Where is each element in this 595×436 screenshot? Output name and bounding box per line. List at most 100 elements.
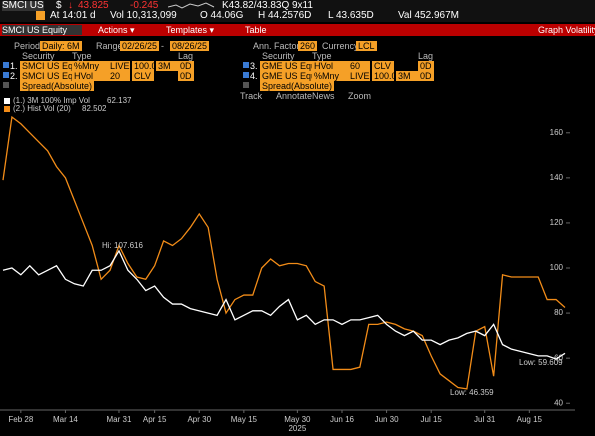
currency: $: [56, 0, 62, 11]
label: Currency: [322, 41, 359, 51]
input[interactable]: 3M: [156, 61, 178, 71]
input[interactable]: HVol: [312, 61, 350, 71]
input[interactable]: 0D: [178, 61, 194, 71]
input[interactable]: 0D: [418, 61, 434, 71]
sparkline: [168, 2, 215, 9]
y-tick-label: 100: [550, 263, 564, 272]
legend-label: (1.) 3M 100% Imp Vol: [13, 96, 90, 105]
menu-item[interactable]: SMCI US Equity: [2, 25, 82, 35]
row-number: 2.: [10, 71, 18, 81]
input[interactable]: 100.0: [372, 71, 397, 81]
icon: [36, 11, 45, 20]
input[interactable]: GME US Equity: [260, 71, 326, 81]
volume: Vol 10,313,099: [110, 10, 177, 21]
input[interactable]: SMCI US Equity: [20, 61, 88, 71]
input[interactable]: Spread(Absolute): [260, 81, 334, 91]
column-header: Type: [312, 51, 332, 61]
value: Val 452.967M: [398, 10, 459, 21]
series-line: [2, 249, 566, 360]
input[interactable]: Spread(Absolute): [20, 81, 94, 91]
x-tick-label: Aug 15: [517, 415, 543, 424]
toolbar-button[interactable]: Annotate: [276, 91, 313, 101]
menu-item[interactable]: Actions ▾: [98, 25, 135, 35]
input[interactable]: 0D: [178, 71, 194, 81]
low: L 43.635D: [328, 10, 374, 21]
checkbox[interactable]: [243, 82, 249, 88]
annotation: Hi: 107.616: [102, 241, 143, 250]
input[interactable]: Daily: 6M: [40, 41, 82, 51]
x-tick-label: Apr 30: [187, 415, 211, 424]
menu-title: Graph Volatility: [538, 25, 595, 35]
checkbox[interactable]: [243, 72, 249, 78]
size: 9x11: [292, 0, 313, 11]
legend-value: 82.502: [82, 104, 107, 113]
legend-swatch: [4, 98, 10, 104]
column-header: Security: [262, 51, 295, 61]
column-header: Lag: [418, 51, 434, 61]
label: Range: [96, 41, 123, 51]
change: -0.245: [130, 0, 159, 11]
label: -: [161, 41, 164, 51]
checkbox[interactable]: [3, 62, 9, 68]
input[interactable]: LIVE: [108, 61, 130, 71]
x-tick-label: Mar 14: [53, 415, 78, 424]
input[interactable]: 0D: [418, 71, 434, 81]
x-tick-label: Mar 31: [107, 415, 132, 424]
input[interactable]: 3M: [396, 71, 418, 81]
input[interactable]: CLV: [372, 61, 394, 71]
row-number: 1.: [10, 61, 18, 71]
input[interactable]: 08/26/25: [170, 41, 210, 51]
checkbox[interactable]: [3, 82, 9, 88]
toolbar-button[interactable]: News: [312, 91, 335, 101]
x-tick-label: Jul 31: [474, 415, 496, 424]
input[interactable]: 100.0: [132, 61, 157, 71]
label: Ann. Factor: [253, 41, 300, 51]
checkbox[interactable]: [243, 62, 249, 68]
menu-item[interactable]: Templates ▾: [166, 25, 215, 35]
last-price: 43.825: [78, 0, 109, 11]
input[interactable]: CLV: [132, 71, 154, 81]
x-tick-label: Jun 16: [330, 415, 355, 424]
toolbar-button[interactable]: Track: [240, 91, 263, 101]
series-line: [2, 115, 566, 390]
x-tick-label: May 15: [231, 415, 258, 424]
legend-swatch: [4, 106, 10, 112]
x-tick-label: Jul 15: [421, 415, 443, 424]
y-tick-label: 40: [554, 398, 563, 407]
menu-item[interactable]: Table: [245, 25, 267, 35]
input[interactable]: SMCI US Equity: [20, 71, 88, 81]
label: Period: [14, 41, 41, 51]
checkbox[interactable]: [3, 72, 9, 78]
legend-value: 62.137: [107, 96, 132, 105]
legend-label: (2.) Hist Vol (20): [13, 104, 71, 113]
input[interactable]: LIVE: [348, 71, 370, 81]
column-header: Security: [22, 51, 55, 61]
input[interactable]: 60: [348, 61, 370, 71]
y-tick-label: 80: [554, 308, 563, 317]
arrow: ↓: [68, 0, 73, 11]
open: O 44.06G: [200, 10, 244, 21]
input[interactable]: 02/26/25: [120, 41, 160, 51]
x-tick-label: Jun 30: [375, 415, 400, 424]
menu-bar: [0, 24, 595, 36]
row-number: 4.: [250, 71, 258, 81]
input[interactable]: HVol: [72, 71, 110, 81]
input[interactable]: %Mny: [312, 71, 350, 81]
toolbar-button[interactable]: Zoom: [348, 91, 372, 101]
row-number: 3.: [250, 61, 258, 71]
input[interactable]: 20: [108, 71, 130, 81]
time: At 14:01 d: [50, 10, 96, 21]
input[interactable]: GME US Equity: [260, 61, 326, 71]
input[interactable]: 260: [298, 41, 318, 51]
y-tick-label: 120: [550, 218, 564, 227]
annotation: Low: 46.359: [450, 388, 494, 397]
ticker: SMCI US: [2, 0, 44, 11]
input[interactable]: %Mny: [72, 61, 110, 71]
x-tick-label: May 30: [284, 415, 311, 424]
bid-ask: K43.82/43.83Q: [222, 0, 290, 11]
column-header: Lag: [178, 51, 194, 61]
input[interactable]: LCL: [356, 41, 377, 51]
x-year-label: 2025: [288, 424, 306, 433]
